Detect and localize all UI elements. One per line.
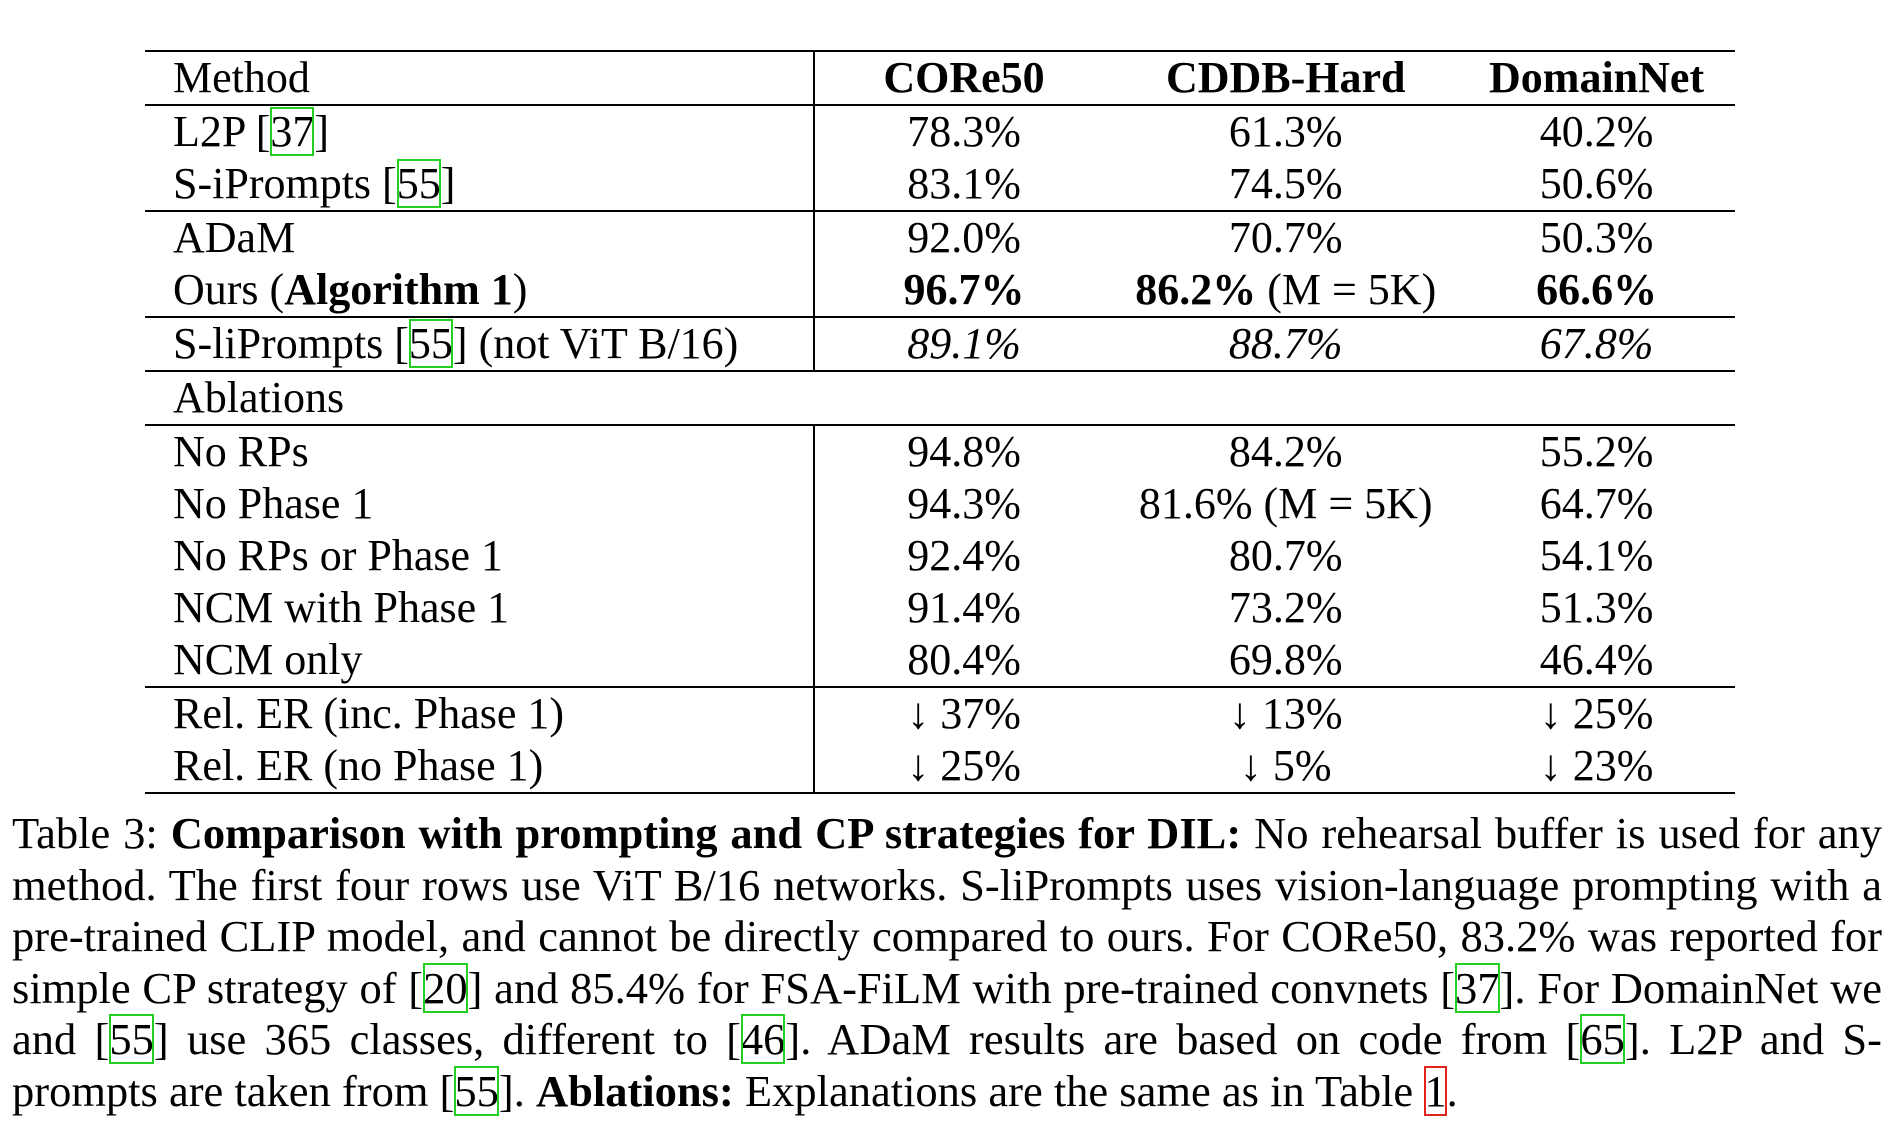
row-method: L2P [37] [145, 105, 815, 158]
cell-core50: 78.3% [907, 107, 1021, 156]
row-method: No RPs [145, 425, 815, 478]
table-row: ADaM 92.0% 70.7% 50.3% [145, 211, 1735, 264]
cell-core50: ↓ 37% [907, 689, 1021, 738]
cell-cddb-hard: 73.2% [1228, 583, 1343, 632]
citation-link[interactable]: 55 [454, 1065, 499, 1116]
cell-cddb-hard: 74.5% [1113, 158, 1459, 212]
table-row: S-iPrompts [55] 83.1% 74.5% 50.6% [145, 158, 1735, 212]
citation-link[interactable]: 46 [740, 1014, 786, 1064]
cell-domainnet: 66.6% [1458, 264, 1735, 318]
cell-cddb-hard: ↓ 13% [1228, 689, 1343, 738]
row-method: NCM with Phase 1 [145, 582, 815, 634]
table-row: No Phase 1 94.3% 81.6% (M = 5K) 64.7% [145, 478, 1735, 530]
header-method: Method [145, 50, 815, 106]
caption-title: Comparison with prompting and CP strateg… [170, 808, 1242, 858]
cell-domainnet: 55.2% [1539, 427, 1654, 476]
table-row: L2P [37] 78.3% 61.3% 40.2% [145, 105, 1735, 158]
citation-link[interactable]: 37 [1455, 962, 1500, 1013]
citation-link[interactable]: 37 [270, 107, 315, 156]
table-row: No RPs 94.8% 84.2% 55.2% [145, 425, 1735, 478]
cell-cddb-hard: 84.2% [1228, 427, 1343, 476]
table-row: S-liPrompts [55] (not ViT B/16) 89.1% 88… [145, 317, 1735, 372]
header-core50: CORe50 [813, 50, 1114, 106]
cell-domainnet: 46.4% [1458, 634, 1735, 688]
citation-link[interactable]: 20 [423, 962, 468, 1013]
cell-core50: 92.0% [907, 213, 1021, 262]
cell-core50: 91.4% [907, 583, 1021, 632]
ablations-label: Ablations [145, 371, 814, 426]
table-row: Rel. ER (inc. Phase 1) ↓ 37% ↓ 13% ↓ 25% [145, 687, 1735, 740]
table-reference-link[interactable]: 1 [1424, 1065, 1447, 1116]
cell-cddb-hard: 88.7% [1113, 317, 1459, 372]
cell-domainnet: 50.3% [1539, 213, 1654, 262]
citation-link[interactable]: 65 [1580, 1014, 1625, 1064]
cell-domainnet: 67.8% [1458, 317, 1735, 372]
table-caption: Table 3: Comparison with prompting and C… [12, 808, 1882, 1117]
cell-core50: 96.7% [813, 264, 1114, 318]
citation-link[interactable]: 55 [109, 1014, 154, 1064]
header-cddb-hard: CDDB-Hard [1113, 50, 1459, 106]
cell-core50: 94.3% [907, 479, 1021, 528]
cell-core50: ↓ 25% [813, 740, 1114, 794]
table-row: No RPs or Phase 1 92.4% 80.7% 54.1% [145, 530, 1735, 582]
cell-core50: 92.4% [907, 531, 1021, 580]
citation-link[interactable]: 55 [408, 319, 453, 368]
row-method: No Phase 1 [145, 478, 815, 530]
row-method: No RPs or Phase 1 [145, 530, 815, 582]
cell-cddb-hard: 86.2% (M = 5K) [1113, 264, 1459, 318]
table-row: NCM only 80.4% 69.8% 46.4% [145, 634, 1735, 688]
cell-cddb-hard: 70.7% [1228, 213, 1343, 262]
citation-link[interactable]: 55 [396, 159, 441, 208]
row-method: Rel. ER (no Phase 1) [145, 740, 815, 794]
table-row: Rel. ER (no Phase 1) ↓ 25% ↓ 5% ↓ 23% [145, 740, 1735, 794]
row-method: Ours (Algorithm 1) [145, 264, 815, 318]
row-method: ADaM [145, 211, 815, 264]
row-method: Rel. ER (inc. Phase 1) [145, 687, 815, 740]
row-method: S-liPrompts [55] (not ViT B/16) [145, 317, 815, 372]
cell-cddb-hard: ↓ 5% [1113, 740, 1459, 794]
cell-cddb-hard: 81.6% (M = 5K) [1138, 479, 1433, 528]
cell-domainnet: ↓ 23% [1458, 740, 1735, 794]
cell-core50: 80.4% [813, 634, 1114, 688]
table-row: Ours (Algorithm 1) 96.7% 86.2% (M = 5K) … [145, 264, 1735, 318]
ablations-section-row: Ablations [145, 371, 1735, 426]
cell-cddb-hard: 80.7% [1228, 531, 1343, 580]
cell-domainnet: 50.6% [1458, 158, 1735, 212]
table-header-row: Method CORe50 CDDB-Hard DomainNet [145, 50, 1735, 106]
ablations-heading: Ablations: [535, 1065, 734, 1116]
table-row: NCM with Phase 1 91.4% 73.2% 51.3% [145, 582, 1735, 634]
caption-text: Table 3: Comparison with prompting and C… [12, 808, 1882, 1116]
cell-core50: 94.8% [907, 427, 1021, 476]
caption-label: Table 3: [12, 808, 171, 858]
cell-domainnet: 54.1% [1539, 531, 1654, 580]
cell-domainnet: 51.3% [1539, 583, 1654, 632]
cell-domainnet: ↓ 25% [1539, 689, 1654, 738]
cell-cddb-hard: 61.3% [1228, 107, 1343, 156]
row-method: S-iPrompts [55] [145, 158, 815, 212]
cell-cddb-hard: 69.8% [1113, 634, 1459, 688]
results-table: Method CORe50 CDDB-Hard DomainNet L2P [3… [145, 50, 1735, 794]
cell-core50: 83.1% [813, 158, 1114, 212]
row-method: NCM only [145, 634, 815, 688]
cell-domainnet: 64.7% [1539, 479, 1654, 528]
cell-core50: 89.1% [813, 317, 1114, 372]
header-domainnet: DomainNet [1458, 50, 1735, 106]
cell-domainnet: 40.2% [1539, 107, 1654, 156]
